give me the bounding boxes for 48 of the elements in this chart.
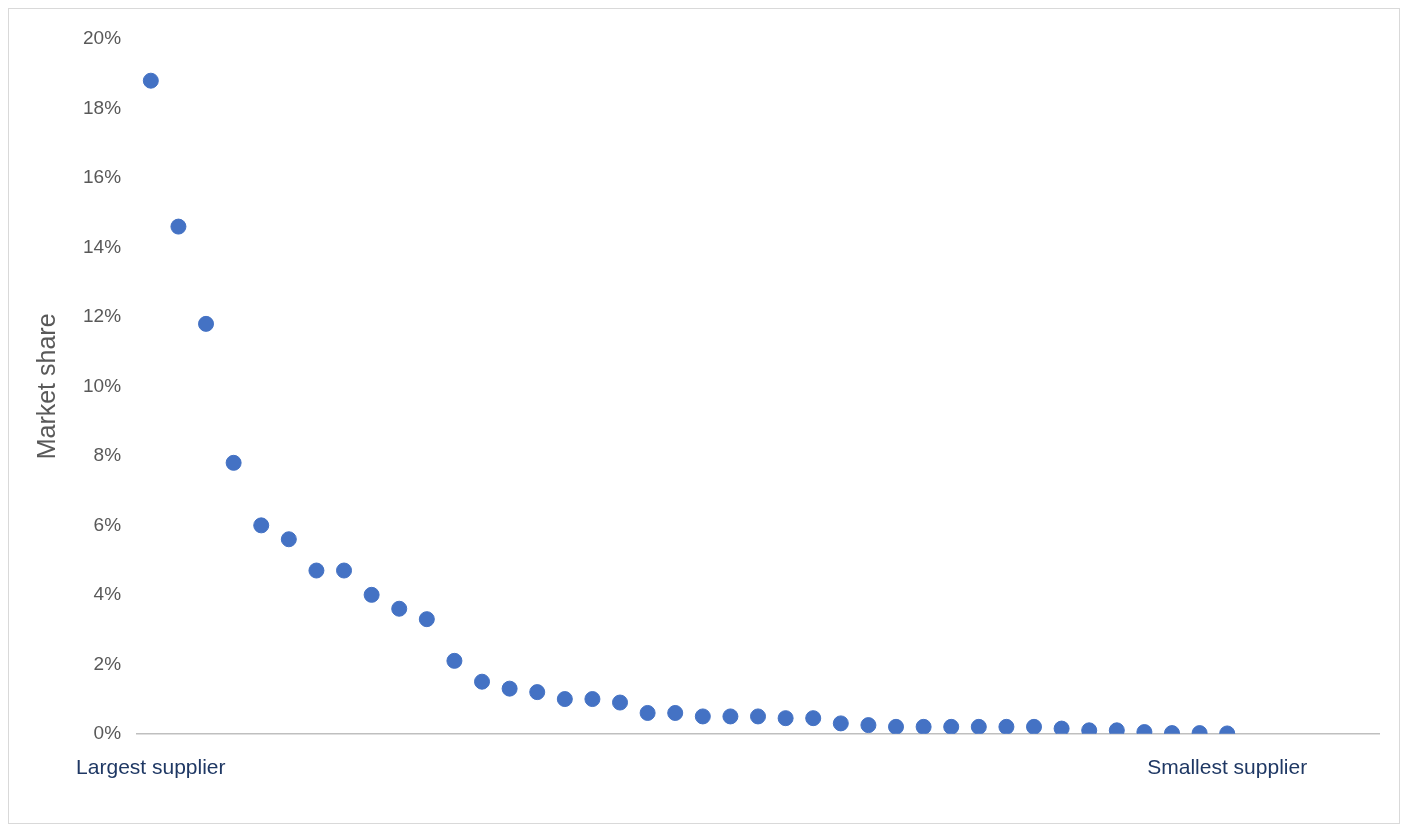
point: [998, 718, 1015, 734]
point: [529, 684, 546, 701]
y-tick-label: 0%: [93, 722, 122, 744]
point: [1053, 720, 1070, 734]
point: [722, 708, 739, 725]
point: [915, 718, 932, 734]
point: [750, 708, 767, 725]
point: [280, 531, 297, 548]
y-tick-label: 12%: [83, 305, 122, 327]
point: [970, 718, 987, 734]
y-tick-label: 10%: [83, 374, 122, 396]
point: [860, 717, 877, 734]
y-tick-label: 18%: [83, 96, 122, 118]
y-tick-label: 6%: [93, 513, 122, 535]
y-tick-label: 2%: [93, 652, 122, 674]
point: [501, 680, 518, 697]
point: [805, 710, 822, 727]
point: [142, 72, 159, 89]
y-tick-label: 4%: [93, 583, 122, 605]
y-tick-label: 14%: [83, 235, 122, 257]
point: [474, 673, 491, 690]
point: [667, 704, 684, 721]
point: [170, 218, 187, 235]
point: [1026, 718, 1043, 734]
point: [639, 704, 656, 721]
x-tick-label: Largest supplier: [76, 755, 226, 779]
point: [612, 694, 629, 711]
point: [198, 315, 215, 332]
point: [943, 718, 960, 734]
point: [363, 586, 380, 603]
y-tick-label: 20%: [83, 27, 122, 49]
point: [888, 718, 905, 734]
point: [584, 691, 601, 708]
point: [418, 611, 435, 628]
point: [446, 652, 463, 669]
x-tick-label: Smallest supplier: [1147, 755, 1308, 779]
point: [336, 562, 353, 579]
y-tick-label: 16%: [83, 166, 122, 188]
point: [391, 600, 408, 617]
point: [832, 715, 849, 732]
point: [225, 454, 242, 471]
point: [253, 517, 270, 534]
y-tick-label: 8%: [93, 444, 122, 466]
y-axis-title: Market share: [31, 313, 60, 460]
point: [777, 710, 794, 727]
point: [694, 708, 711, 725]
point: [556, 691, 573, 708]
point: [308, 562, 325, 579]
